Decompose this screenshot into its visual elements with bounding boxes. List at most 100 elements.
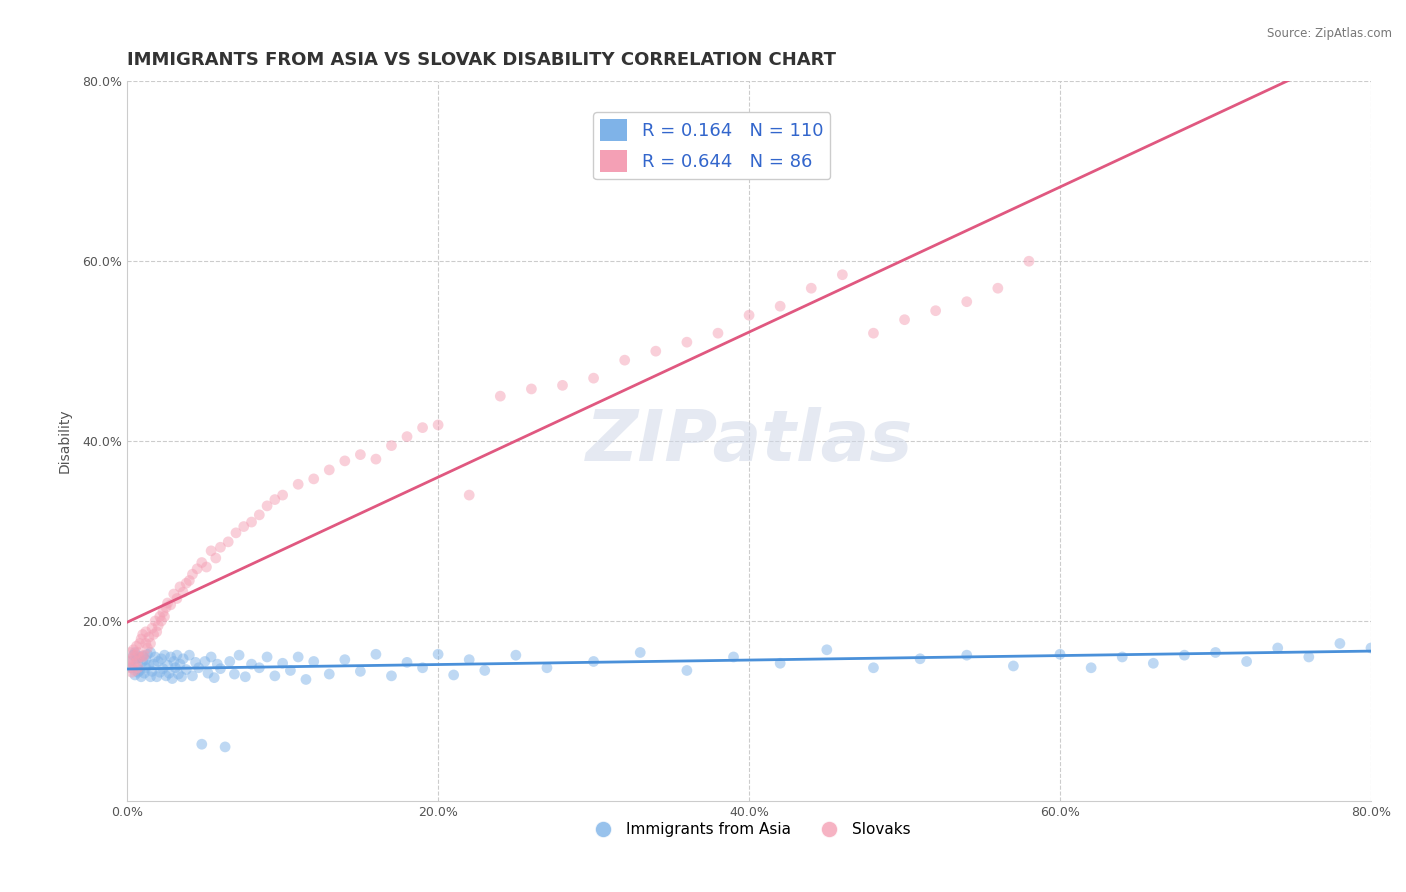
Point: [1080, 661, 1102, 675]
Point: [129, 670, 152, 684]
Point: [247, 508, 270, 522]
Point: [225, 525, 247, 540]
Y-axis label: Disability: Disability: [58, 409, 72, 474]
Point: [163, 655, 186, 669]
Point: [135, 653, 157, 667]
Point: [217, 534, 239, 549]
Point: [153, 648, 176, 663]
Point: [143, 614, 166, 628]
Point: [136, 647, 159, 661]
Point: [125, 655, 148, 669]
Point: [152, 605, 174, 619]
Point: [295, 673, 318, 687]
Point: [956, 294, 979, 309]
Point: [169, 580, 191, 594]
Point: [800, 281, 823, 295]
Point: [1142, 657, 1164, 671]
Point: [150, 614, 173, 628]
Point: [165, 661, 187, 675]
Point: [141, 621, 163, 635]
Point: [131, 649, 153, 664]
Point: [644, 344, 666, 359]
Point: [142, 657, 165, 672]
Point: [200, 650, 222, 665]
Point: [145, 670, 167, 684]
Point: [156, 658, 179, 673]
Point: [769, 657, 792, 671]
Point: [209, 662, 232, 676]
Point: [150, 652, 173, 666]
Point: [127, 645, 149, 659]
Point: [142, 627, 165, 641]
Point: [195, 560, 218, 574]
Point: [505, 648, 527, 663]
Point: [474, 664, 496, 678]
Point: [128, 650, 150, 665]
Point: [395, 429, 418, 443]
Point: [120, 655, 142, 669]
Point: [155, 600, 177, 615]
Point: [120, 661, 142, 675]
Point: [148, 655, 170, 669]
Point: [412, 420, 434, 434]
Point: [122, 642, 145, 657]
Point: [170, 670, 193, 684]
Point: [135, 661, 157, 675]
Point: [200, 544, 222, 558]
Point: [412, 661, 434, 675]
Point: [318, 463, 340, 477]
Point: [1298, 650, 1320, 665]
Point: [131, 627, 153, 641]
Point: [131, 650, 153, 665]
Point: [139, 636, 162, 650]
Point: [1375, 647, 1398, 661]
Point: [582, 371, 605, 385]
Point: [676, 664, 699, 678]
Point: [271, 488, 294, 502]
Point: [427, 647, 450, 661]
Point: [1111, 650, 1133, 665]
Point: [536, 661, 558, 675]
Point: [271, 657, 294, 671]
Point: [349, 448, 371, 462]
Point: [122, 648, 145, 663]
Point: [135, 636, 157, 650]
Point: [551, 378, 574, 392]
Point: [181, 567, 204, 582]
Point: [364, 452, 387, 467]
Point: [214, 739, 236, 754]
Point: [162, 672, 184, 686]
Point: [862, 661, 884, 675]
Point: [862, 326, 884, 341]
Point: [247, 661, 270, 675]
Point: [166, 648, 188, 663]
Point: [209, 541, 232, 555]
Point: [128, 650, 150, 665]
Point: [139, 645, 162, 659]
Point: [1018, 254, 1040, 268]
Point: [124, 645, 146, 659]
Point: [240, 515, 263, 529]
Point: [157, 666, 180, 681]
Point: [124, 648, 146, 663]
Point: [129, 632, 152, 646]
Point: [121, 661, 143, 675]
Point: [197, 666, 219, 681]
Point: [302, 655, 325, 669]
Point: [769, 299, 792, 313]
Point: [287, 650, 309, 665]
Point: [987, 281, 1010, 295]
Point: [207, 657, 229, 672]
Point: [138, 658, 160, 673]
Point: [128, 636, 150, 650]
Point: [120, 645, 142, 659]
Point: [121, 652, 143, 666]
Point: [738, 308, 761, 322]
Point: [159, 598, 181, 612]
Point: [380, 669, 402, 683]
Point: [349, 665, 371, 679]
Point: [707, 326, 730, 341]
Point: [163, 587, 186, 601]
Point: [427, 417, 450, 432]
Point: [143, 650, 166, 665]
